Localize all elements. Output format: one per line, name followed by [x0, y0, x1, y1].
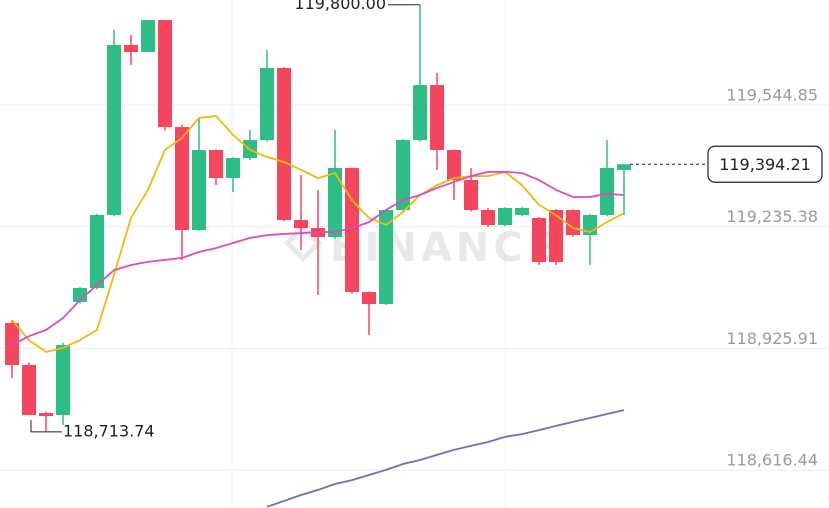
y-tick-label: 119,544.85 [726, 86, 818, 105]
candle-body [73, 288, 87, 303]
candle-body [549, 210, 563, 263]
candle-body [226, 158, 240, 178]
candle-body [260, 68, 274, 141]
candle-body [5, 323, 19, 365]
candle-body [56, 345, 70, 416]
candle-body [192, 150, 206, 231]
candle-body [532, 218, 546, 263]
candle-body [345, 168, 359, 293]
min-label: 118,713.74 [63, 421, 155, 440]
candle-body [39, 413, 53, 417]
max-label: 119,800.00 [294, 0, 386, 13]
candle-body [175, 127, 189, 231]
watermark-logo [283, 223, 323, 263]
candle-body [379, 210, 393, 305]
moving-average-line [11, 115, 625, 353]
candle-body [566, 210, 580, 236]
candle-body [107, 45, 121, 215]
candle-body [141, 20, 155, 53]
watermark: BINANCE [283, 223, 558, 271]
candle-body [447, 150, 461, 181]
candle-body [277, 68, 291, 221]
candle-body [328, 168, 342, 238]
watermark-text: BINANCE [330, 225, 558, 271]
candle-body [209, 150, 223, 178]
candle-body [515, 207, 529, 215]
candle-body [464, 180, 478, 211]
candle-body [396, 140, 410, 211]
y-tick-label: 119,235.38 [726, 207, 818, 226]
candle-body [22, 364, 36, 416]
candle-body [481, 210, 495, 226]
candle-body [294, 220, 308, 229]
candle-body [362, 292, 376, 305]
candle-body [600, 168, 614, 215]
candle-body [498, 207, 512, 226]
moving-average-line [266, 409, 625, 508]
candle-body [413, 85, 427, 141]
y-tick-label: 118,925.91 [726, 329, 818, 348]
candle-body [158, 20, 172, 128]
moving-average-line [11, 170, 625, 347]
candle-body [124, 45, 138, 53]
last-price-box [707, 145, 823, 183]
last-price-label: 119,394.21 [719, 155, 811, 174]
candle-body [430, 85, 444, 151]
y-tick-label: 118,616.44 [726, 451, 818, 470]
candle-body [617, 164, 631, 171]
candle-body [90, 214, 104, 289]
